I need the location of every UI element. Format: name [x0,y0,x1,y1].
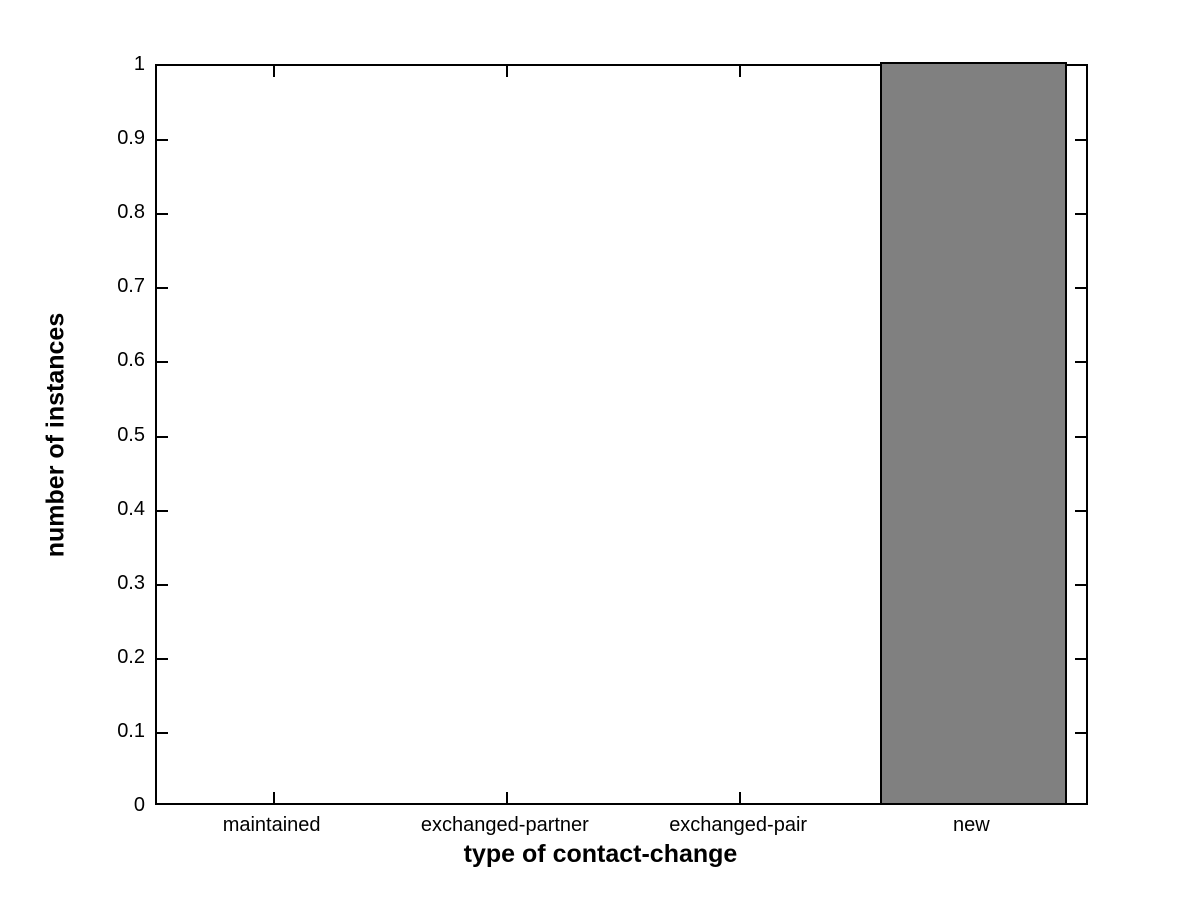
plot-area [155,62,1088,805]
x-tick-label: maintained [222,814,321,836]
y-tick-label: 0.2 [117,645,145,668]
y-tick-mark-right [1075,139,1086,142]
y-tick-label: 0.4 [117,497,145,520]
y-tick-mark [157,583,168,586]
y-tick-mark-right [1075,509,1086,512]
x-tick-label: exchanged-pair [669,814,808,836]
bar-new [880,62,1067,803]
y-tick-mark [157,509,168,512]
y-tick-mark-right [1075,361,1086,364]
y-tick-label: 0.1 [117,719,145,742]
x-tick-mark-top [272,66,275,77]
bars-layer [157,62,1086,803]
y-tick-label: 0.5 [117,423,145,446]
y-tick-mark [157,139,168,142]
x-tick-label: new [953,814,990,836]
y-tick-mark [157,213,168,216]
y-tick-mark [157,287,168,290]
x-tick-label: exchanged-partner [420,814,589,836]
y-tick-label: 0.3 [117,571,145,594]
y-tick-mark-right [1075,287,1086,290]
y-axis-title: number of instances [41,312,70,558]
y-tick-label: 0.7 [117,275,145,298]
y-tick-mark-right [1075,731,1086,734]
y-tick-mark-right [1075,435,1086,438]
y-tick-label: 0.8 [117,201,145,224]
x-tick-mark [739,792,742,803]
x-tick-mark-top [739,66,742,77]
y-tick-label: 0.6 [117,349,145,372]
y-tick-mark-right [1075,213,1086,216]
y-tick-mark-right [1075,583,1086,586]
x-tick-mark-top [505,66,508,77]
y-tick-mark [157,657,168,660]
y-tick-mark [157,731,168,734]
y-tick-mark-right [1075,657,1086,660]
y-tick-mark [157,361,168,364]
y-tick-label: 0.9 [117,127,145,150]
y-tick-mark [157,435,168,438]
x-tick-mark [505,792,508,803]
y-tick-label: 1 [133,53,145,75]
x-tick-mark [272,792,275,803]
y-tick-label: 0 [133,794,145,816]
x-axis-title: type of contact-change [463,840,738,868]
